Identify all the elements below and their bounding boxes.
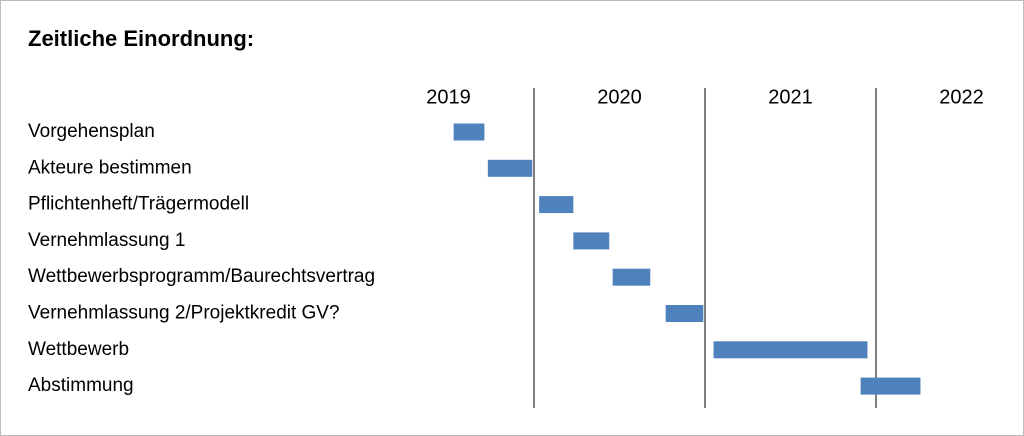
year-label: 2021 <box>768 86 813 108</box>
task-bar <box>860 377 921 395</box>
task-label: Vernehmlassung 1 <box>28 230 185 251</box>
task-label: Pflichtenheft/Trägermodell <box>28 194 249 215</box>
task-label: Wettbewerb <box>28 339 129 360</box>
task-bar <box>713 341 868 359</box>
task-bar <box>573 232 610 250</box>
year-label: 2019 <box>426 86 471 108</box>
task-label: Vernehmlassung 2/Projektkredit GV? <box>28 303 340 324</box>
task-bar <box>487 159 533 177</box>
task-label: Wettbewerbsprogramm/Baurechtsvertrag <box>28 266 375 287</box>
task-label: Akteure bestimmen <box>28 157 192 178</box>
task-bar <box>665 305 704 322</box>
year-label: 2022 <box>939 86 984 108</box>
chart-title: Zeitliche Einordnung: <box>28 26 254 51</box>
year-label: 2020 <box>597 86 642 108</box>
task-label: Vorgehensplan <box>28 121 155 142</box>
task-bar <box>453 123 485 141</box>
task-label: Abstimmung <box>28 375 134 396</box>
task-bar <box>539 196 574 214</box>
task-bar <box>612 268 651 286</box>
